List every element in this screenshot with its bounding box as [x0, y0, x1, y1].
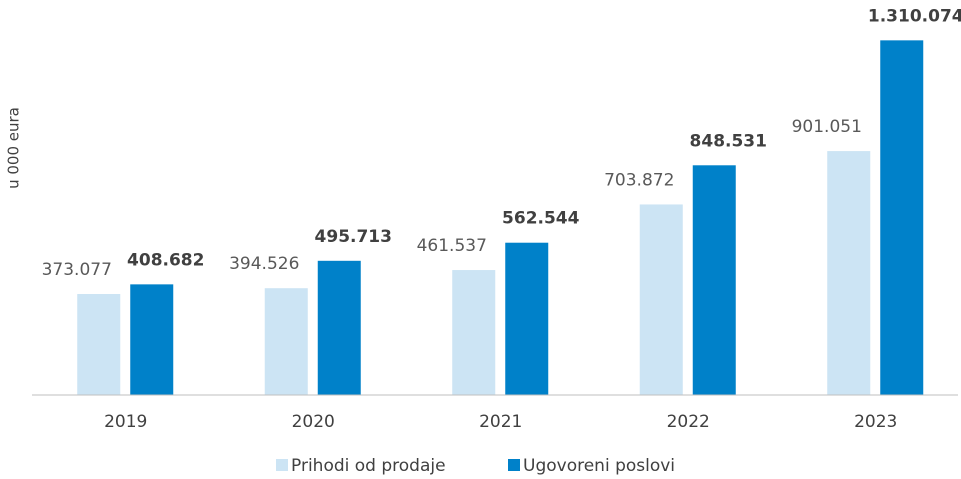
y-axis-label: u 000 eura [5, 107, 23, 189]
bar [692, 165, 736, 395]
bar [317, 260, 361, 395]
data-label: 1.310.074 [868, 6, 961, 26]
bar [130, 284, 174, 395]
x-tick-label: 2023 [854, 412, 897, 432]
legend-label: Ugovoreni poslovi [523, 456, 675, 476]
legend-label: Prihodi od prodaje [291, 456, 446, 476]
data-label: 394.526 [229, 254, 299, 274]
legend-swatch [508, 459, 520, 471]
x-tick-label: 2022 [667, 412, 710, 432]
bar [827, 151, 871, 395]
bar [264, 288, 308, 395]
x-tick-label: 2020 [292, 412, 335, 432]
x-tick-label: 2021 [479, 412, 522, 432]
data-label: 901.051 [792, 117, 862, 137]
x-tick-label: 2019 [104, 412, 147, 432]
bar [505, 242, 549, 395]
legend-swatch [276, 459, 288, 471]
data-label: 848.531 [690, 131, 767, 151]
bar [452, 270, 496, 395]
data-label: 373.077 [42, 260, 112, 280]
data-label: 408.682 [127, 250, 204, 270]
data-label: 562.544 [502, 209, 580, 229]
data-label: 703.872 [604, 170, 674, 190]
data-label: 461.537 [417, 236, 487, 256]
bar [77, 294, 121, 395]
bar [880, 40, 924, 396]
data-label: 495.713 [315, 227, 392, 247]
bar [639, 204, 683, 395]
